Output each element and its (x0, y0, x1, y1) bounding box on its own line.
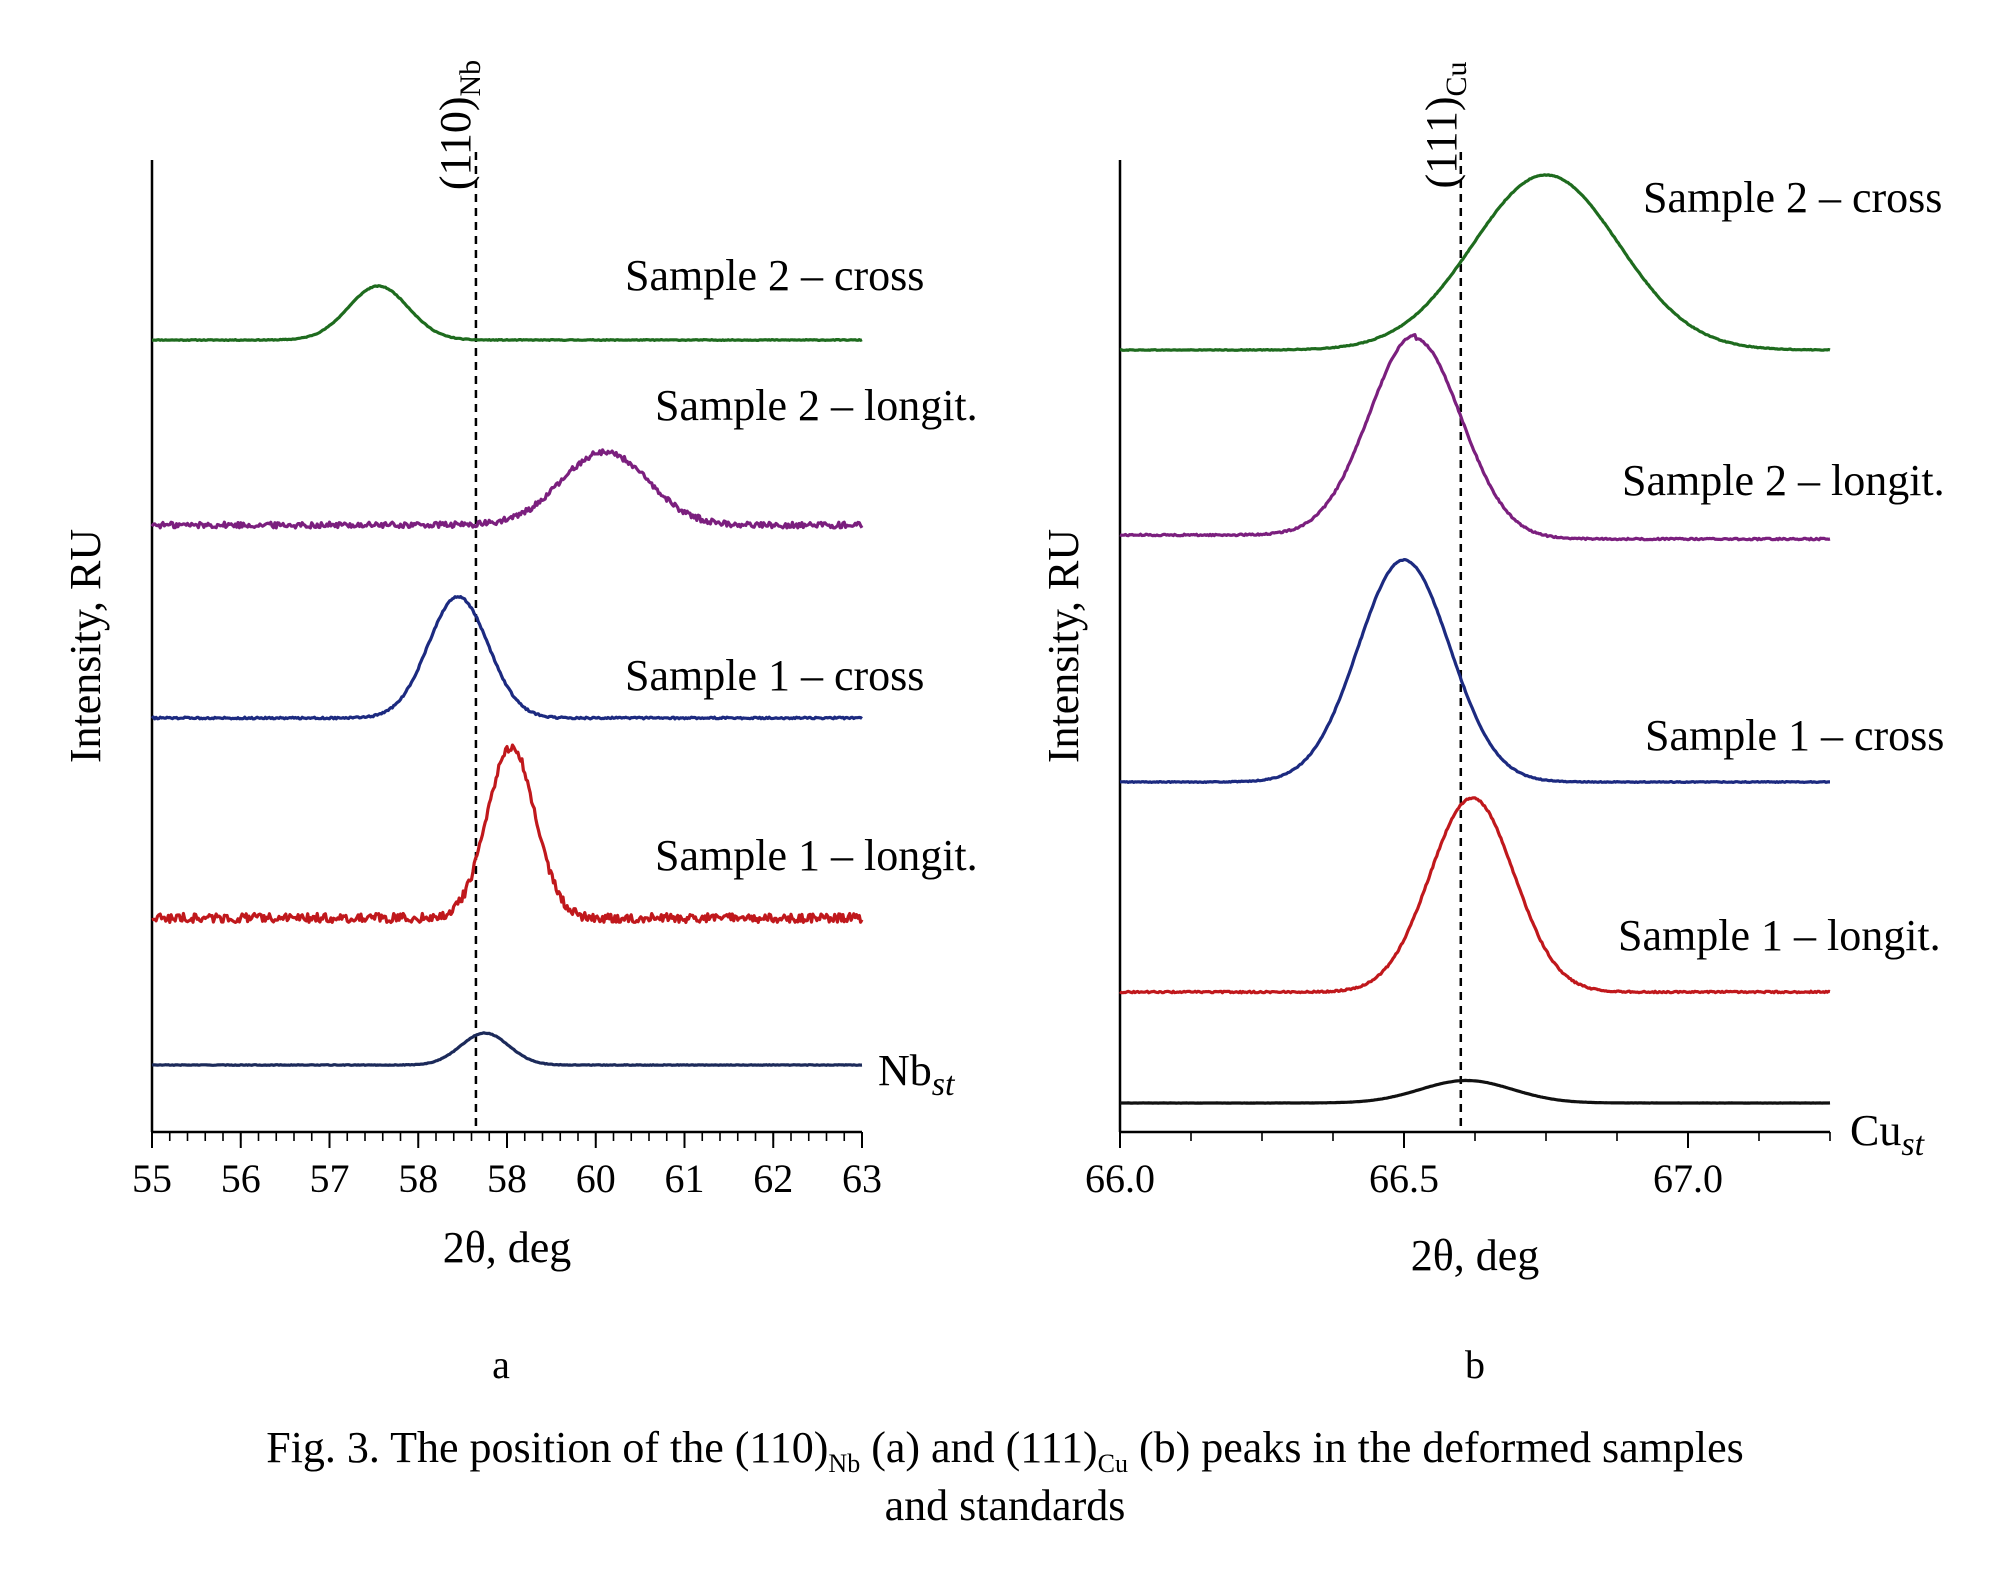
series-line-sample-1-longit (1120, 798, 1830, 993)
reference-line-label: (110)Nb (431, 60, 487, 190)
x-tick-label: 61 (665, 1156, 705, 1201)
series-line-sample-2-longit (152, 450, 862, 528)
x-axis-label: 2θ, deg (443, 1223, 572, 1272)
panel-label: b (1465, 1342, 1485, 1387)
x-tick-label: 58 (398, 1156, 438, 1201)
series-label-sample-2-longit: Sample 2 – longit. (1622, 456, 1945, 505)
series-label-nb-st: Nbst (878, 1046, 956, 1103)
x-tick-label: 62 (753, 1156, 793, 1201)
series-label-sample-1-cross: Sample 1 – cross (625, 651, 924, 700)
series-line-nb-st (152, 1033, 862, 1066)
series-label-cu-st: Cust (1850, 1106, 1926, 1163)
x-tick-label: 63 (842, 1156, 882, 1201)
series-label-sample-2-cross: Sample 2 – cross (1643, 173, 1942, 222)
x-tick-label: 57 (310, 1156, 350, 1201)
panel-b: 66.0 66.5 67.0 Intensity, RU 2θ, deg b (111)Cu… (1039, 61, 1945, 1387)
caption-middle: (a) and (111) (860, 1423, 1097, 1472)
x-tick-label: 58 (487, 1156, 527, 1201)
panel-label: a (492, 1342, 510, 1387)
caption-suffix: (b) peaks in the deformed samples (1128, 1423, 1744, 1472)
panel-a: 55 56 57 58 58 60 61 62 63 Intensity, RU 2θ, deg a (… (61, 60, 978, 1387)
x-tick-label: 66.0 (1085, 1156, 1155, 1201)
x-axis-label: 2θ, deg (1411, 1231, 1540, 1280)
series-label-sample-2-longit: Sample 2 – longit. (655, 381, 978, 430)
x-tick-label: 66.5 (1369, 1156, 1439, 1201)
series-label-sample-1-cross: Sample 1 – cross (1645, 711, 1944, 760)
reference-line-label: (111)Cu (1417, 61, 1473, 188)
figure: 55 56 57 58 58 60 61 62 63 Intensity, RU 2θ, deg a (… (0, 0, 2010, 1586)
x-tick-label: 60 (576, 1156, 616, 1201)
figure-caption-line2: and standards (0, 1478, 2010, 1534)
caption-sub-nb: Nb (828, 1449, 860, 1478)
caption-sub-cu: Cu (1098, 1449, 1128, 1478)
caption-prefix: Fig. 3. The position of the (110) (266, 1423, 828, 1472)
series-label-sample-1-longit: Sample 1 – longit. (1618, 911, 1941, 960)
x-tick-label: 56 (221, 1156, 261, 1201)
series-line-sample-2-longit (1120, 335, 1830, 540)
x-tick-label: 67.0 (1653, 1156, 1723, 1201)
y-axis-label: Intensity, RU (1039, 529, 1088, 763)
y-axis-label: Intensity, RU (61, 529, 110, 763)
x-tick-label: 55 (132, 1156, 172, 1201)
figure-caption: Fig. 3. The position of the (110)Nb (a) … (0, 1420, 2010, 1476)
series-label-sample-2-cross: Sample 2 – cross (625, 251, 924, 300)
series-line-cu-st (1120, 1080, 1830, 1103)
series-label-sample-1-longit: Sample 1 – longit. (655, 831, 978, 880)
